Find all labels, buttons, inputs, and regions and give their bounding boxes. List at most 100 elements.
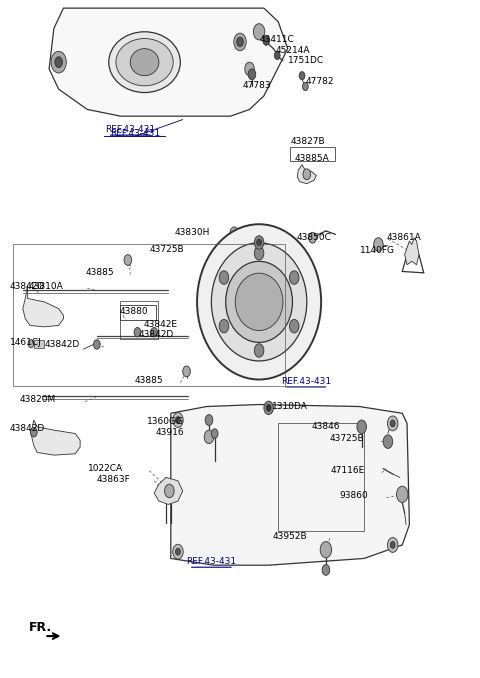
Circle shape: [173, 413, 183, 427]
Polygon shape: [405, 238, 419, 264]
Text: 43827B: 43827B: [290, 137, 325, 146]
Bar: [34, 340, 44, 348]
Circle shape: [263, 36, 270, 45]
Circle shape: [266, 405, 271, 412]
Text: 43842E: 43842E: [143, 319, 177, 329]
Text: 1751DC: 1751DC: [288, 56, 324, 65]
Text: 43880: 43880: [120, 308, 148, 317]
Text: FR.: FR.: [29, 622, 52, 635]
Text: 45214A: 45214A: [276, 45, 310, 54]
Circle shape: [322, 565, 330, 576]
Text: 1022CA: 1022CA: [88, 464, 123, 473]
Text: REF.43-431: REF.43-431: [186, 557, 237, 566]
Circle shape: [264, 401, 274, 415]
Ellipse shape: [197, 224, 321, 380]
Circle shape: [357, 420, 366, 433]
Circle shape: [254, 247, 264, 260]
Text: 43725B: 43725B: [329, 435, 364, 443]
Text: 43725B: 43725B: [149, 245, 184, 254]
Circle shape: [390, 542, 395, 549]
Circle shape: [289, 319, 299, 333]
Text: 43952B: 43952B: [272, 532, 307, 540]
Text: 1310DA: 1310DA: [273, 402, 308, 411]
Polygon shape: [154, 477, 183, 504]
Circle shape: [387, 416, 398, 431]
Text: 47782: 47782: [306, 77, 335, 85]
Circle shape: [383, 435, 393, 448]
Circle shape: [176, 417, 180, 423]
Circle shape: [254, 344, 264, 357]
Text: 43842D: 43842D: [45, 340, 80, 349]
Text: 43830H: 43830H: [175, 228, 210, 237]
Circle shape: [299, 72, 305, 80]
Circle shape: [219, 271, 229, 284]
Circle shape: [396, 486, 408, 502]
Circle shape: [176, 549, 180, 555]
Circle shape: [94, 340, 100, 349]
Circle shape: [204, 430, 214, 443]
Circle shape: [165, 484, 174, 498]
Text: 43863F: 43863F: [96, 475, 130, 484]
Ellipse shape: [211, 243, 307, 361]
Polygon shape: [23, 285, 63, 327]
Circle shape: [237, 37, 243, 47]
Text: 43411C: 43411C: [259, 35, 294, 43]
Circle shape: [302, 83, 308, 91]
Circle shape: [124, 255, 132, 265]
Circle shape: [234, 33, 246, 51]
Text: 43861A: 43861A: [387, 233, 422, 241]
Circle shape: [205, 415, 213, 425]
Ellipse shape: [226, 261, 292, 342]
Circle shape: [320, 542, 332, 558]
Polygon shape: [297, 165, 316, 184]
Polygon shape: [49, 8, 288, 116]
Text: 43810A: 43810A: [29, 282, 63, 291]
Text: 43885: 43885: [86, 268, 115, 277]
Circle shape: [51, 52, 66, 73]
Circle shape: [151, 327, 157, 337]
Text: REF.43-431: REF.43-431: [105, 125, 156, 134]
Text: 1140FG: 1140FG: [360, 246, 395, 255]
Text: 47783: 47783: [242, 81, 271, 89]
Text: 47116E: 47116E: [331, 466, 365, 475]
Circle shape: [303, 169, 311, 180]
Circle shape: [275, 52, 280, 60]
Text: 43916: 43916: [155, 428, 184, 437]
Circle shape: [183, 366, 191, 377]
Ellipse shape: [109, 32, 180, 92]
Circle shape: [248, 69, 256, 80]
Circle shape: [390, 420, 395, 426]
Circle shape: [373, 238, 383, 252]
Bar: [120, 305, 156, 320]
Text: 1461CJ: 1461CJ: [10, 338, 42, 347]
Polygon shape: [171, 405, 409, 565]
Text: 43885A: 43885A: [295, 153, 330, 163]
Circle shape: [387, 538, 398, 553]
Text: 43850C: 43850C: [296, 233, 331, 241]
Text: 43885: 43885: [134, 376, 163, 385]
Circle shape: [245, 62, 254, 76]
Circle shape: [28, 340, 34, 348]
Text: 43820M: 43820M: [20, 395, 56, 404]
Circle shape: [230, 227, 239, 239]
Circle shape: [272, 236, 278, 245]
Text: 43842D: 43842D: [10, 424, 45, 433]
Circle shape: [254, 236, 264, 250]
Text: 43842D: 43842D: [10, 282, 45, 291]
Circle shape: [219, 319, 229, 333]
Circle shape: [309, 233, 316, 243]
Bar: [278, 423, 364, 532]
Circle shape: [253, 24, 265, 40]
Bar: [13, 245, 285, 386]
Bar: [120, 301, 158, 339]
Circle shape: [173, 544, 183, 559]
Bar: [290, 146, 336, 161]
Circle shape: [55, 57, 62, 68]
Circle shape: [211, 428, 218, 438]
Ellipse shape: [235, 273, 283, 331]
Circle shape: [31, 427, 37, 437]
Circle shape: [134, 327, 141, 337]
Circle shape: [289, 271, 299, 284]
Text: 43846: 43846: [312, 422, 340, 431]
Ellipse shape: [116, 39, 173, 86]
